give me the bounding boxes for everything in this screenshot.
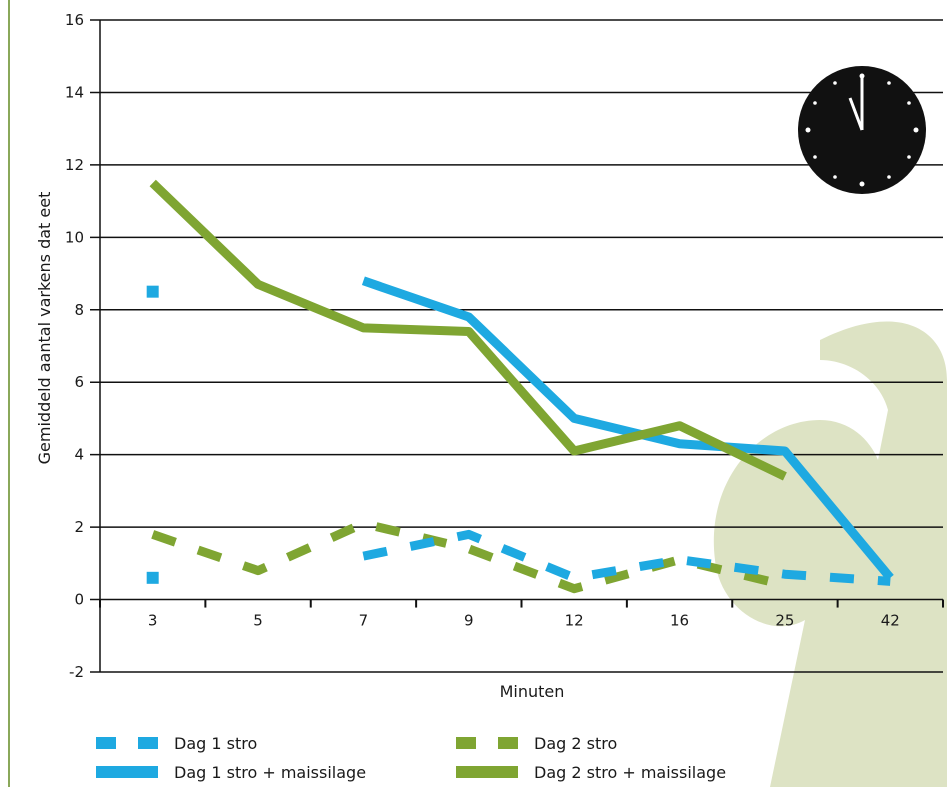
- y-tick-label: -2: [69, 663, 84, 681]
- y-axis-ticks: -2 0 2 4 6 8 10 12 14 16: [65, 11, 84, 681]
- y-tick-label: 16: [65, 11, 84, 29]
- y-tick-label: 14: [65, 83, 84, 101]
- legend-swatch: [498, 737, 518, 749]
- series-line: [149, 179, 787, 481]
- legend-swatch: [96, 737, 116, 749]
- clock-icon: [798, 66, 926, 194]
- x-tick-label: 42: [881, 612, 900, 630]
- y-tick-label: 0: [74, 591, 84, 609]
- y-axis-title: Gemiddeld aantal varkens dat eet: [35, 192, 54, 465]
- y-tick-label: 2: [74, 518, 84, 536]
- series-layer: [146, 179, 894, 594]
- legend-swatch: [456, 766, 518, 778]
- y-tick-label: 6: [74, 373, 84, 391]
- x-tick-label: 5: [253, 612, 263, 630]
- y-tick-label: 8: [74, 301, 84, 319]
- legend: Dag 1 stro Dag 2 stro Dag 1 stro + maissil…: [96, 734, 726, 782]
- series-line: [362, 529, 891, 586]
- legend-label: Dag 1 stro + maissilage: [174, 763, 366, 782]
- data-point: [146, 571, 159, 584]
- y-tick-label: 4: [74, 446, 84, 464]
- x-tick-label: 12: [565, 612, 584, 630]
- x-tick-label: 16: [670, 612, 689, 630]
- x-axis-title: Minuten: [500, 682, 565, 701]
- legend-label: Dag 2 stro: [534, 734, 617, 753]
- x-tick-label: 7: [359, 612, 369, 630]
- watermark-a-icon: [713, 321, 947, 787]
- series-line: [151, 519, 786, 594]
- y-tick-label: 10: [65, 228, 84, 246]
- y-tick-label: 12: [65, 156, 84, 174]
- legend-label: Dag 2 stro + maissilage: [534, 763, 726, 782]
- x-tick-label: 3: [148, 612, 158, 630]
- x-tick-label: 9: [464, 612, 474, 630]
- data-point: [146, 285, 159, 298]
- legend-swatch: [96, 766, 158, 778]
- legend-swatch: [138, 737, 158, 749]
- legend-label: Dag 1 stro: [174, 734, 257, 753]
- x-tick-label: 25: [775, 612, 794, 630]
- x-axis: 3 5 7 9 12 16 25 42: [99, 599, 944, 630]
- legend-swatch: [456, 737, 476, 749]
- series-line: [361, 276, 894, 581]
